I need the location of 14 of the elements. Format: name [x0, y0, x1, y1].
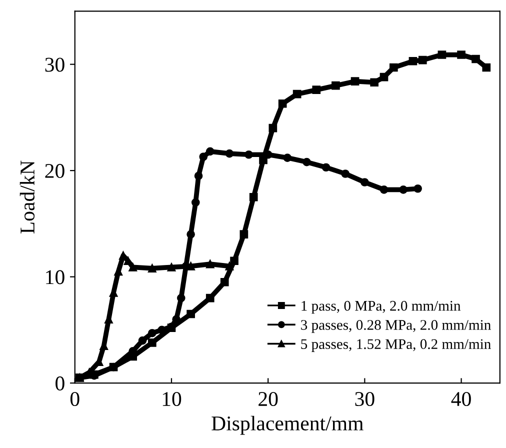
legend-label: 5 passes, 1.52 MPa, 0.2 mm/min — [301, 339, 491, 352]
x-axis-title: Displacement/mm — [212, 416, 364, 435]
legend-label: 3 passes, 0.28 MPa, 2.0 mm/min — [301, 320, 491, 333]
y-tick-label: 20 — [45, 164, 64, 178]
x-tick-label: 30 — [355, 392, 374, 406]
x-tick-label: 40 — [451, 392, 471, 406]
x-tick-label: 10 — [162, 392, 182, 406]
x-tick-label: 20 — [258, 392, 278, 406]
y-tick-label: 0 — [56, 376, 64, 390]
legend-label: 1 pass, 0 MPa, 2.0 mm/min — [302, 300, 461, 314]
x-tick-label: 0 — [70, 392, 80, 406]
y-tick-label: 30 — [45, 58, 64, 72]
y-tick-label: 10 — [46, 270, 64, 284]
y-axis-title: Load/kN — [20, 160, 35, 234]
